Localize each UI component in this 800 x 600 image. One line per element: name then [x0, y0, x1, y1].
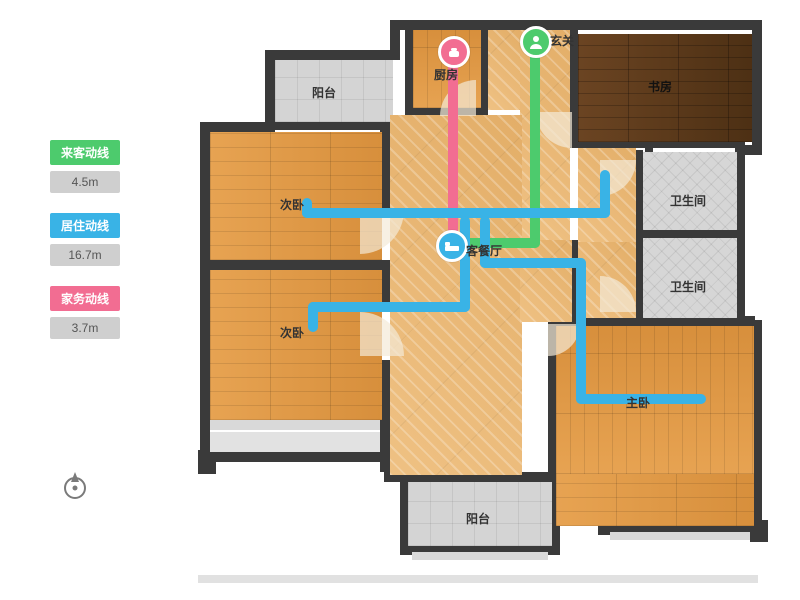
- pot-icon: [446, 44, 462, 60]
- wall: [405, 20, 413, 115]
- wall: [390, 20, 400, 60]
- legend-item-guest: 来客动线 4.5m: [30, 140, 140, 193]
- window: [412, 552, 548, 560]
- room-living-east-strip: [520, 240, 572, 322]
- label-bedroom-nw: 次卧: [280, 196, 304, 213]
- path-living-v1: [460, 216, 470, 312]
- window: [210, 432, 380, 452]
- wall: [200, 260, 390, 270]
- window: [610, 532, 750, 540]
- legend-guest-value: 4.5m: [50, 171, 120, 193]
- label-bedroom-sw: 次卧: [280, 324, 304, 341]
- bed-icon: [444, 238, 460, 254]
- path-living-ne: [600, 170, 610, 218]
- label-balcony-top: 阳台: [312, 84, 336, 101]
- room-bath-ne: [643, 152, 737, 230]
- person-icon: [528, 34, 544, 50]
- node-entry: [520, 26, 552, 58]
- label-study: 书房: [648, 78, 672, 95]
- room-bedroom-sw: [210, 270, 382, 420]
- node-entry-label: 玄关: [550, 32, 574, 49]
- label-bath-e: 卫生间: [670, 278, 706, 295]
- legend-living-value: 16.7m: [50, 244, 120, 266]
- wall: [200, 122, 210, 460]
- legend-living-label: 居住动线: [50, 213, 120, 238]
- label-kitchen: 厨房: [434, 66, 458, 83]
- legend-guest-label: 来客动线: [50, 140, 120, 165]
- label-living: 客餐厅: [466, 242, 502, 259]
- label-master: 主卧: [626, 394, 650, 411]
- wall: [400, 480, 408, 553]
- wall: [752, 20, 762, 150]
- path-living-sw: [308, 302, 318, 332]
- floor-plan: 玄关 阳台 厨房 书房 次卧 次卧 客餐厅 卫生间 卫生间 主卧 阳台: [180, 20, 770, 580]
- path-living-h2: [308, 302, 470, 312]
- plan-shadow: [198, 575, 758, 583]
- label-balcony-bottom: 阳台: [466, 510, 490, 527]
- legend: 来客动线 4.5m 居住动线 16.7m 家务动线 3.7m: [30, 140, 140, 359]
- room-master-south: [556, 474, 754, 526]
- legend-item-living: 居住动线 16.7m: [30, 213, 140, 266]
- wall: [200, 122, 275, 132]
- wall: [635, 230, 743, 238]
- legend-chore-value: 3.7m: [50, 317, 120, 339]
- legend-item-chore: 家务动线 3.7m: [30, 286, 140, 339]
- wall: [480, 20, 488, 115]
- wall: [200, 452, 390, 462]
- wall: [265, 50, 400, 60]
- path-living-h3: [480, 258, 586, 268]
- window: [210, 420, 380, 430]
- label-bath-ne: 卫生间: [670, 192, 706, 209]
- floor-plan-canvas: 来客动线 4.5m 居住动线 16.7m 家务动线 3.7m: [0, 0, 800, 600]
- path-living-v3: [576, 258, 586, 404]
- wall-pillar: [198, 450, 216, 474]
- node-living: [436, 230, 468, 262]
- node-kitchen: [438, 36, 470, 68]
- room-entry-strip: [488, 30, 520, 110]
- path-living-h1: [302, 208, 610, 218]
- compass-icon: [60, 470, 90, 500]
- wall: [265, 50, 275, 130]
- legend-chore-label: 家务动线: [50, 286, 120, 311]
